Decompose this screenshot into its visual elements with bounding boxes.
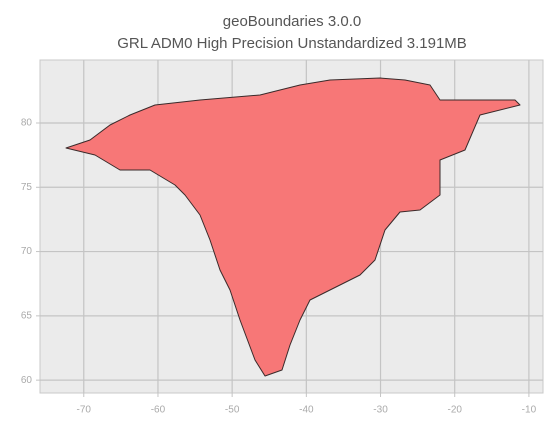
y-tick-label: 65 bbox=[21, 310, 33, 321]
x-tick-label: -50 bbox=[225, 405, 240, 416]
x-tick-label: -20 bbox=[447, 405, 462, 416]
chart-subtitle: GRL ADM0 High Precision Unstandardized 3… bbox=[117, 35, 467, 52]
y-tick-label: 75 bbox=[21, 182, 33, 193]
x-tick-label: -40 bbox=[299, 405, 314, 416]
greenland-shape bbox=[65, 77, 521, 377]
y-tick-label: 60 bbox=[21, 375, 33, 386]
x-tick-label: -30 bbox=[373, 405, 388, 416]
x-tick-label: -70 bbox=[77, 405, 92, 416]
y-tick-label: 70 bbox=[21, 246, 33, 257]
y-tick-label: 80 bbox=[21, 118, 33, 129]
x-tick-label: -60 bbox=[151, 405, 166, 416]
chart-title: geoBoundaries 3.0.0 bbox=[223, 13, 361, 30]
x-tick-label: -10 bbox=[522, 405, 537, 416]
